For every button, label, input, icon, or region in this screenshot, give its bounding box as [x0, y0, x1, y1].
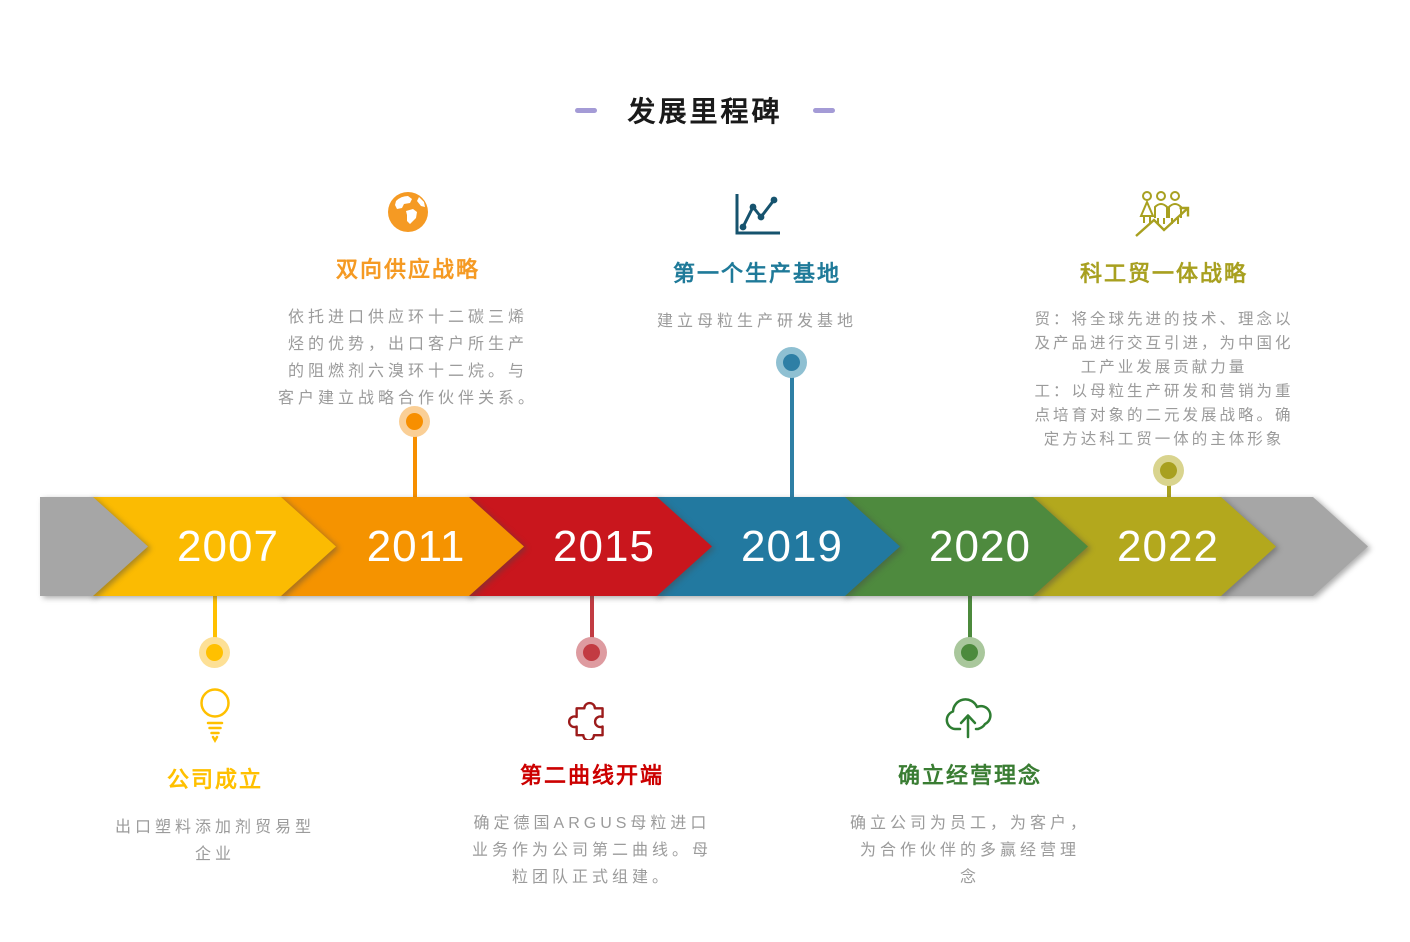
- connector-dot-2011: [399, 406, 430, 437]
- page-title: 发展里程碑: [627, 96, 783, 127]
- connector-dot-2007: [199, 637, 230, 668]
- milestone-title-2022: 科工贸一体战略: [1079, 261, 1248, 286]
- cloud-upload-icon: [943, 692, 997, 740]
- connector-dot-2015: [576, 637, 607, 668]
- line-chart-icon: [730, 192, 784, 238]
- people-growth-icon: [1132, 190, 1196, 238]
- timeline-segment-lead: [40, 497, 148, 596]
- connector-stem-2015: [590, 596, 594, 654]
- milestone-title-2007: 公司成立: [166, 767, 263, 792]
- connector-dot-2019: [776, 347, 807, 378]
- milestone-block-2015: 第二曲线开端 确定德国ARGUS母粒进口 业务作为公司第二曲线。母 粒团队正式组…: [457, 692, 727, 891]
- connector-stem-2011: [413, 430, 417, 497]
- milestone-title-2019: 第一个生产基地: [672, 261, 841, 286]
- page-title-row: 发展里程碑: [0, 90, 1410, 130]
- year-label-2019: 2019: [741, 521, 843, 571]
- milestone-block-2022: 科工贸一体战略 贸：将全球先进的技术、理念以 及产品进行交互引进，为中国化 工产…: [1009, 190, 1319, 452]
- milestone-block-2020: 确立经营理念 确立公司为员工，为客户， 为合作伙伴的多赢经营理 念: [835, 692, 1105, 891]
- milestone-block-2007: 公司成立 出口塑料添加剂贸易型 企业: [95, 686, 335, 868]
- year-label-2022: 2022: [1117, 521, 1219, 571]
- connector-stem-2019: [790, 370, 794, 497]
- milestone-block-2011: 双向供应战略 依托进口供应环十二碳三烯 烃的优势，出口客户所生产 的阻燃剂六溴环…: [273, 190, 543, 412]
- milestone-desc-2019: 建立母粒生产研发基地: [656, 313, 857, 330]
- connector-dot-2020: [954, 637, 985, 668]
- globe-icon: [386, 190, 430, 234]
- year-label-2015: 2015: [553, 521, 655, 571]
- milestone-desc-2015: 确定德国ARGUS母粒进口 业务作为公司第二曲线。母 粒团队正式组建。: [471, 815, 712, 886]
- milestone-title-2020: 确立经营理念: [897, 763, 1042, 788]
- milestone-block-2019: 第一个生产基地 建立母粒生产研发基地: [617, 192, 897, 335]
- lightbulb-icon: [195, 686, 235, 744]
- connector-dot-core-2019: [783, 354, 800, 371]
- puzzle-icon: [567, 692, 616, 742]
- connector-stem-2022: [1167, 478, 1171, 497]
- connector-dot-2022: [1153, 455, 1184, 486]
- milestone-desc-2007: 出口塑料添加剂贸易型 企业: [114, 819, 315, 863]
- milestone-title-2015: 第二曲线开端: [519, 763, 664, 788]
- year-label-2007: 2007: [177, 521, 279, 571]
- title-dash-left: [575, 107, 598, 113]
- connector-stem-2007: [213, 596, 217, 654]
- year-label-2020: 2020: [929, 521, 1031, 571]
- connector-stem-2020: [968, 596, 972, 654]
- milestone-desc-2020: 确立公司为员工，为客户， 为合作伙伴的多赢经营理 念: [849, 815, 1090, 886]
- milestone-title-2011: 双向供应战略: [335, 257, 480, 282]
- connector-dot-core-2007: [206, 644, 223, 661]
- connector-dot-core-2022: [1160, 462, 1177, 479]
- milestone-desc-2011: 依托进口供应环十二碳三烯 烃的优势，出口客户所生产 的阻燃剂六溴环十二烷。与 客…: [277, 309, 538, 407]
- milestone-desc-2022: 贸：将全球先进的技术、理念以 及产品进行交互引进，为中国化 工产业发展贡献力量 …: [1034, 311, 1294, 448]
- year-label-2011: 2011: [366, 521, 466, 571]
- connector-dot-core-2011: [406, 413, 423, 430]
- connector-dot-core-2020: [961, 644, 978, 661]
- title-dash-right: [812, 107, 835, 113]
- connector-dot-core-2015: [583, 644, 600, 661]
- timeline-segment-2019: 2019: [652, 497, 900, 596]
